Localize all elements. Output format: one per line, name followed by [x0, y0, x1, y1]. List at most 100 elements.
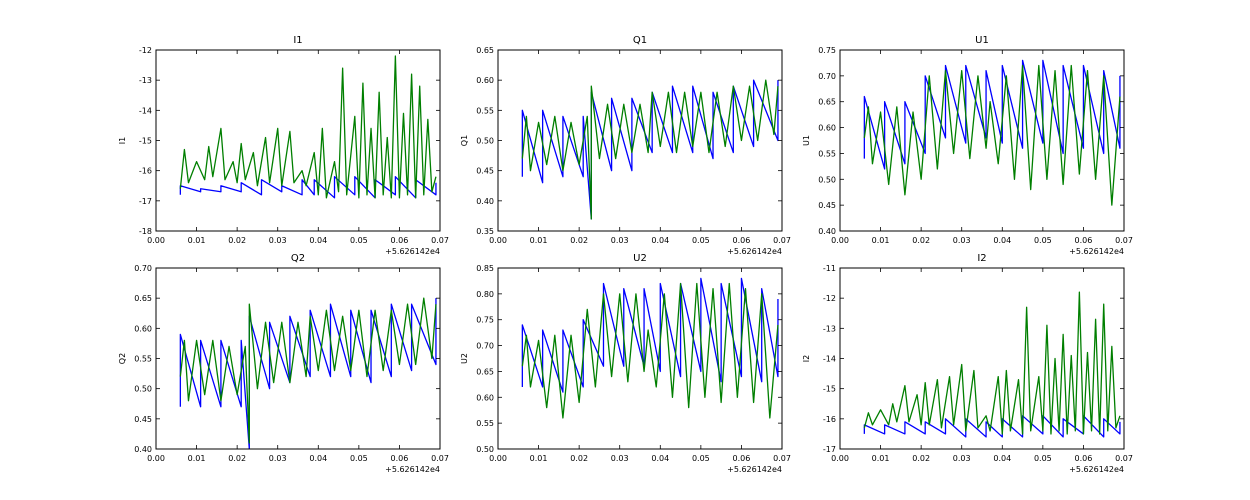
y-tick-label: -16	[139, 167, 152, 176]
x-offset-text: +5.626142e4	[727, 247, 782, 256]
series-line-green	[179, 55, 437, 199]
x-tick-label: 0.07	[1115, 454, 1133, 463]
y-tick-label: 0.50	[476, 445, 494, 454]
x-tick-label: 0.06	[1075, 236, 1093, 245]
x-tick-label: 0.04	[651, 236, 669, 245]
y-tick-label: -16	[823, 415, 836, 424]
y-tick-label: -12	[823, 294, 836, 303]
y-axis-label: U2	[460, 353, 469, 364]
x-tick-label: 0.05	[692, 236, 710, 245]
x-tick-label: 0.00	[489, 454, 507, 463]
x-offset-text: +5.626142e4	[1069, 465, 1124, 474]
x-tick-label: 0.03	[269, 236, 287, 245]
x-tick-label: 0.02	[228, 454, 246, 463]
x-tick-label: 0.01	[872, 236, 890, 245]
x-tick-label: 0.03	[611, 454, 629, 463]
series-line-green	[521, 79, 779, 220]
y-tick-label: -12	[139, 46, 152, 55]
y-tick-label: 0.60	[134, 324, 152, 333]
x-tick-label: 0.05	[350, 454, 368, 463]
y-tick-label: 0.45	[818, 201, 836, 210]
x-tick-label: 0.00	[489, 236, 507, 245]
y-tick-label: -18	[139, 227, 152, 236]
y-tick-label: 0.60	[476, 393, 494, 402]
y-tick-label: -11	[823, 264, 836, 273]
axes-frame	[839, 49, 1125, 232]
x-offset-text: +5.626142e4	[1069, 247, 1124, 256]
subplot-title: I1	[293, 35, 302, 46]
subplot-q1: 0.00 0.01 0.02 0.03 0.04 0.05 0.06 0.07 0.35 0.40…	[460, 35, 791, 256]
x-tick-label: 0.02	[912, 236, 930, 245]
y-tick-label: 0.50	[818, 175, 836, 184]
y-tick-label: 0.50	[134, 385, 152, 394]
subplot-title: Q2	[291, 253, 305, 264]
y-tick-label: 0.75	[818, 46, 836, 55]
x-tick-label: 0.03	[953, 454, 971, 463]
x-tick-label: 0.03	[953, 236, 971, 245]
series-line-green	[863, 291, 1121, 435]
x-tick-label: 0.01	[188, 454, 206, 463]
series-line-blue	[521, 79, 779, 220]
x-tick-label: 0.01	[530, 454, 548, 463]
y-tick-label: 0.45	[134, 415, 152, 424]
x-tick-label: 0.06	[391, 454, 409, 463]
y-axis-label: U1	[802, 135, 811, 146]
x-tick-label: 0.01	[530, 236, 548, 245]
x-tick-label: 0.02	[570, 236, 588, 245]
x-offset-text: +5.626142e4	[385, 465, 440, 474]
y-tick-label: 0.85	[476, 264, 494, 273]
x-tick-label: 0.07	[1115, 236, 1133, 245]
series-line-blue	[179, 298, 437, 449]
x-tick-label: 0.02	[570, 454, 588, 463]
x-tick-label: 0.04	[309, 236, 327, 245]
x-tick-label: 0.04	[309, 454, 327, 463]
y-tick-label: -13	[139, 76, 152, 85]
y-tick-label: 0.55	[818, 149, 836, 158]
x-tick-label: 0.02	[912, 454, 930, 463]
x-tick-label: 0.05	[692, 454, 710, 463]
y-tick-label: -17	[139, 197, 152, 206]
x-tick-label: 0.00	[831, 236, 849, 245]
axes-frame	[497, 49, 783, 232]
y-tick-label: -17	[823, 445, 836, 454]
x-tick-label: 0.00	[147, 454, 165, 463]
subplot-u2: 0.00 0.01 0.02 0.03 0.04 0.05 0.06 0.07 0.50 0.55…	[460, 253, 791, 474]
y-tick-label: 0.45	[476, 167, 494, 176]
y-tick-label: -15	[139, 137, 152, 146]
y-tick-label: 0.55	[476, 106, 494, 115]
axes-frame	[155, 267, 441, 450]
subplot-title: Q1	[633, 35, 647, 46]
y-tick-label: 0.65	[818, 98, 836, 107]
y-tick-label: -13	[823, 324, 836, 333]
x-tick-label: 0.04	[993, 236, 1011, 245]
x-tick-label: 0.01	[188, 236, 206, 245]
x-tick-label: 0.04	[993, 454, 1011, 463]
x-tick-label: 0.02	[228, 236, 246, 245]
y-tick-label: 0.60	[476, 76, 494, 85]
subplot-u1: 0.00 0.01 0.02 0.03 0.04 0.05 0.06 0.07 0.40 0.45…	[802, 35, 1133, 256]
y-tick-label: 0.50	[476, 137, 494, 146]
x-offset-text: +5.626142e4	[727, 465, 782, 474]
series-line-blue	[521, 277, 779, 393]
y-tick-label: 0.35	[476, 227, 494, 236]
y-tick-label: 0.40	[134, 445, 152, 454]
y-tick-label: 0.70	[818, 72, 836, 81]
subplot-title: U1	[975, 35, 989, 46]
y-tick-label: 0.70	[476, 342, 494, 351]
series-line-green	[863, 64, 1121, 206]
subplot-q2: 0.00 0.01 0.02 0.03 0.04 0.05 0.06 0.07 0.40 0.45…	[118, 253, 449, 474]
x-tick-label: 0.01	[872, 454, 890, 463]
x-tick-label: 0.00	[831, 454, 849, 463]
y-axis-label: Q2	[118, 353, 127, 364]
series-line-blue	[179, 176, 437, 199]
x-tick-label: 0.05	[1034, 454, 1052, 463]
subplot-i1: 0.00 0.01 0.02 0.03 0.04 0.05 0.06 0.07 -18 -17 -1…	[118, 35, 449, 256]
y-tick-label: 0.75	[476, 316, 494, 325]
subplot-title: U2	[633, 253, 647, 264]
x-tick-label: 0.05	[1034, 236, 1052, 245]
x-tick-label: 0.07	[773, 236, 791, 245]
x-tick-label: 0.06	[733, 236, 751, 245]
axes-frame	[497, 267, 783, 450]
y-tick-label: -15	[823, 385, 836, 394]
